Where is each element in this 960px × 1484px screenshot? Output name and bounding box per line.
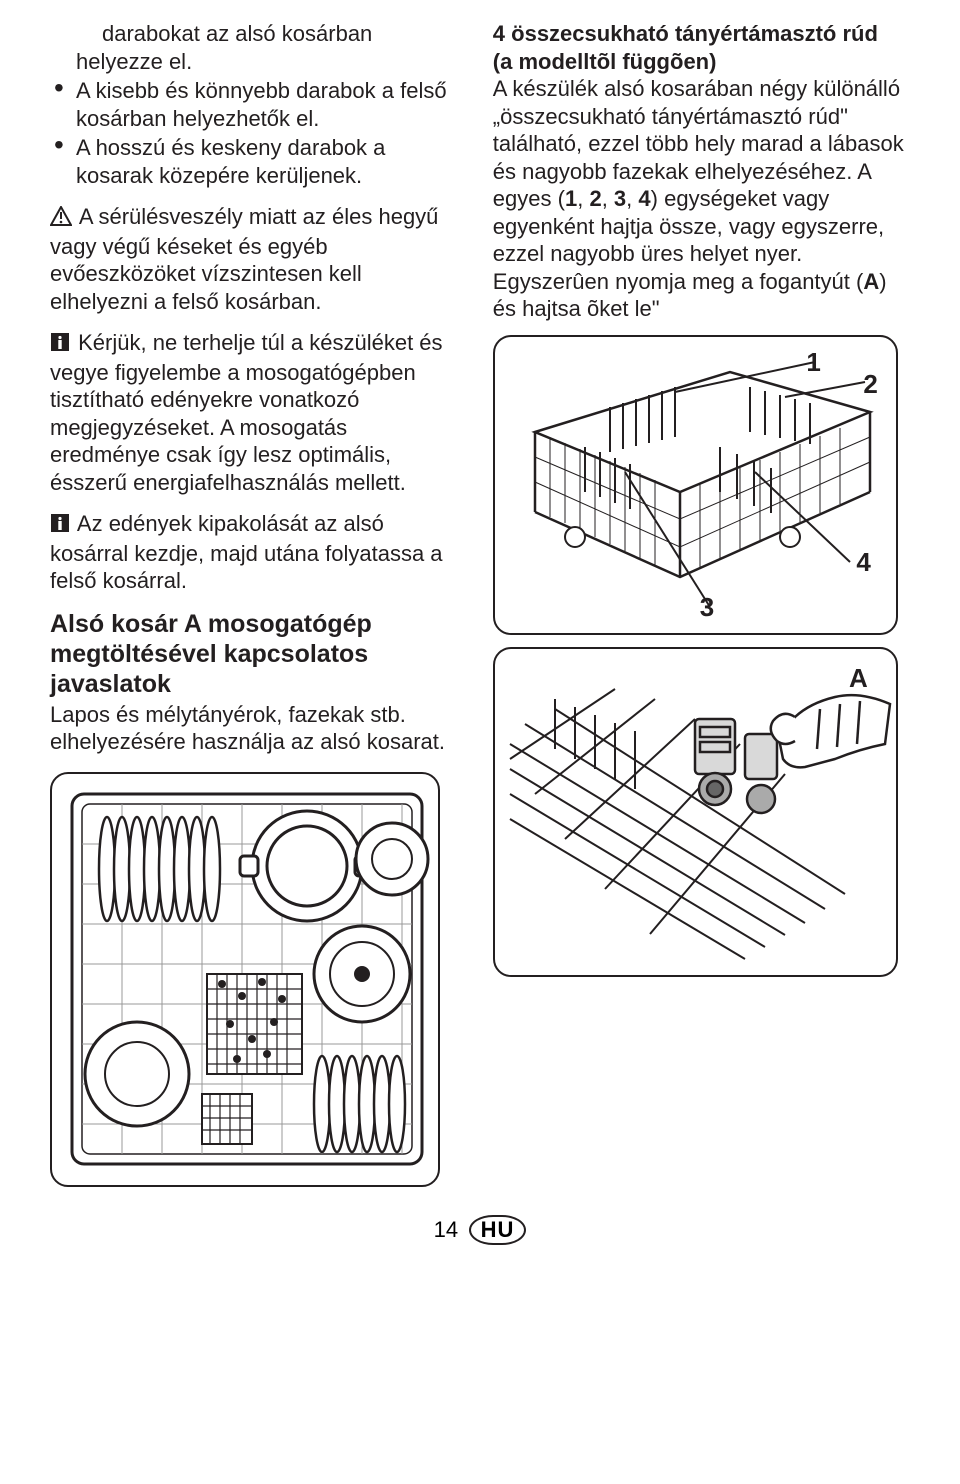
info-text: Kérjük, ne terhelje túl a készüléket és …: [50, 330, 443, 495]
bullet-text: A kisebb és könnyebb darabok a felső kos…: [76, 78, 447, 131]
two-column-layout: darabokat az alsó kosárban helyezze el. …: [50, 20, 910, 1187]
callout-1: 1: [806, 347, 820, 378]
right-subheading: (a modelltõl függõen): [493, 49, 717, 74]
num-2: 2: [589, 186, 601, 211]
letter-a: A: [863, 269, 879, 294]
bullet-text: darabokat az alsó kosárban helyezze el.: [76, 21, 372, 74]
num-3: 3: [614, 186, 626, 211]
callout-a: A: [849, 663, 868, 694]
info-paragraph-2: Az edények kipakolását az alsó kosárral …: [50, 510, 463, 595]
info-text: Az edények kipakolását az alsó kosárral …: [50, 511, 443, 593]
bullet-item: darabokat az alsó kosárban helyezze el.: [50, 20, 463, 75]
figure-handle-a: A: [493, 647, 898, 977]
right-heading: 4 összecsukható tányértámasztó rúd: [493, 21, 878, 46]
bullet-item: A kisebb és könnyebb darabok a felső kos…: [50, 77, 463, 132]
bullet-text: A hosszú és keskeny darabok a kosarak kö…: [76, 135, 385, 188]
bullet-item: A hosszú és keskeny darabok a kosarak kö…: [50, 134, 463, 189]
manual-page: darabokat az alsó kosárban helyezze el. …: [0, 0, 960, 1265]
num-4: 4: [638, 186, 650, 211]
warning-icon: [50, 205, 72, 233]
callout-4: 4: [856, 547, 870, 578]
right-column: 4 összecsukható tányértámasztó rúd (a mo…: [493, 20, 906, 1187]
info-icon: [50, 512, 70, 540]
section-heading: Alsó kosár A mosogatógép megtöltésével k…: [50, 609, 463, 699]
page-footer: 14 HU: [50, 1215, 910, 1245]
callout-3: 3: [700, 592, 714, 623]
warning-text: A sérülésveszély miatt az éles hegyű vag…: [50, 204, 438, 314]
left-column: darabokat az alsó kosárban helyezze el. …: [50, 20, 463, 1187]
num-1: 1: [565, 186, 577, 211]
bullet-list: darabokat az alsó kosárban helyezze el. …: [50, 20, 463, 189]
figure-lower-basket-loaded: [50, 772, 440, 1187]
info-paragraph-1: Kérjük, ne terhelje túl a készüléket és …: [50, 329, 463, 496]
section-subtext: Lapos és mélytányérok, fazekak stb. elhe…: [50, 701, 463, 756]
callout-2: 2: [863, 369, 877, 400]
page-number: 14: [434, 1217, 458, 1243]
warning-paragraph: A sérülésveszély miatt az éles hegyű vag…: [50, 203, 463, 315]
info-icon: [50, 331, 70, 359]
right-heading-block: 4 összecsukható tányértámasztó rúd (a mo…: [493, 20, 906, 323]
figure-basket-callouts: 1 2 3 4: [493, 335, 898, 635]
language-badge: HU: [469, 1215, 527, 1245]
